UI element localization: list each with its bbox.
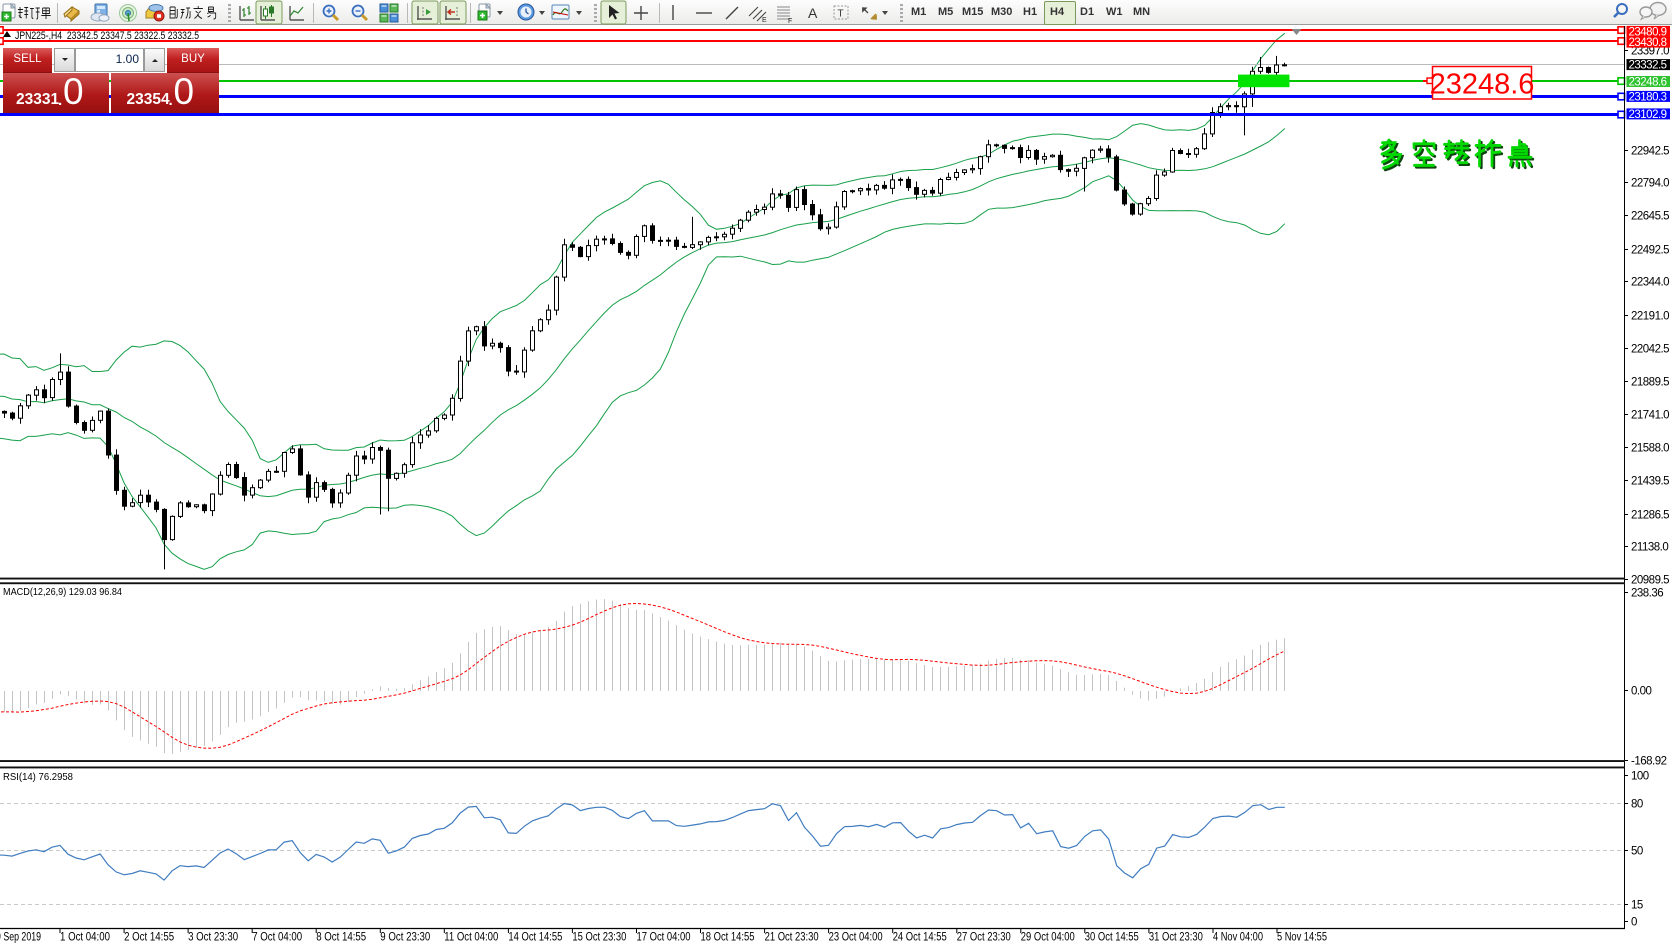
svg-text:23430.8: 23430.8: [1629, 37, 1667, 49]
svg-text:0: 0: [1631, 917, 1637, 929]
svg-text:21889.5: 21889.5: [1631, 377, 1669, 389]
svg-text:22042.5: 22042.5: [1631, 344, 1669, 356]
svg-text:30 Oct 14:55: 30 Oct 14:55: [1085, 932, 1139, 944]
svg-text:15 Oct 23:30: 15 Oct 23:30: [572, 932, 626, 944]
svg-text:RSI(14) 76.2958: RSI(14) 76.2958: [3, 771, 73, 783]
svg-text:22344.0: 22344.0: [1631, 277, 1669, 289]
svg-text:5 Nov 14:55: 5 Nov 14:55: [1277, 932, 1327, 944]
svg-text:23248.6: 23248.6: [1430, 69, 1535, 101]
svg-text:23180.3: 23180.3: [1629, 92, 1667, 104]
svg-text:27 Oct 23:30: 27 Oct 23:30: [957, 932, 1011, 944]
svg-text:23397.0: 23397.0: [1631, 46, 1669, 58]
svg-text:100: 100: [1631, 771, 1649, 783]
svg-text:18 Oct 14:55: 18 Oct 14:55: [701, 932, 755, 944]
svg-text:22191.0: 22191.0: [1631, 311, 1669, 323]
svg-text:22794.0: 22794.0: [1631, 178, 1669, 190]
svg-text:29 Oct 04:00: 29 Oct 04:00: [1021, 932, 1075, 944]
svg-text:21 Oct 23:30: 21 Oct 23:30: [765, 932, 819, 944]
svg-text:-168.92: -168.92: [1631, 756, 1667, 768]
svg-text:23248.6: 23248.6: [1629, 77, 1667, 89]
svg-text:8 Oct 14:55: 8 Oct 14:55: [316, 932, 366, 944]
svg-text:7 Oct 04:00: 7 Oct 04:00: [252, 932, 302, 944]
svg-text:50: 50: [1631, 846, 1643, 858]
svg-text:3 Oct 23:30: 3 Oct 23:30: [188, 932, 238, 944]
svg-text:0.00: 0.00: [1631, 686, 1651, 698]
svg-text:31 Oct 23:30: 31 Oct 23:30: [1149, 932, 1203, 944]
svg-text:24 Oct 14:55: 24 Oct 14:55: [893, 932, 947, 944]
svg-text:T: T: [838, 9, 844, 20]
svg-text:17 Oct 04:00: 17 Oct 04:00: [637, 932, 691, 944]
svg-text:1 Oct 04:00: 1 Oct 04:00: [60, 932, 110, 944]
svg-text:MACD(12,26,9) 129.03 96.84: MACD(12,26,9) 129.03 96.84: [3, 586, 122, 598]
svg-text:A: A: [808, 5, 818, 21]
svg-text:238.36: 238.36: [1631, 588, 1663, 600]
svg-text:21588.0: 21588.0: [1631, 443, 1669, 455]
svg-text:21439.5: 21439.5: [1631, 476, 1669, 488]
svg-text:23 Oct 04:00: 23 Oct 04:00: [829, 932, 883, 944]
svg-text:E: E: [762, 17, 767, 24]
svg-text:22492.5: 22492.5: [1631, 245, 1669, 257]
svg-text:11 Oct 04:00: 11 Oct 04:00: [444, 932, 498, 944]
svg-text:2 Oct 14:55: 2 Oct 14:55: [124, 932, 174, 944]
svg-text:15: 15: [1631, 900, 1643, 912]
svg-text:9 Oct 23:30: 9 Oct 23:30: [380, 932, 430, 944]
svg-text:21286.5: 21286.5: [1631, 510, 1669, 522]
svg-text:22645.5: 22645.5: [1631, 211, 1669, 223]
svg-text:21138.0: 21138.0: [1631, 542, 1668, 554]
svg-text:21741.0: 21741.0: [1631, 410, 1669, 422]
svg-text:22942.5: 22942.5: [1631, 146, 1669, 158]
svg-text:14 Oct 14:55: 14 Oct 14:55: [508, 932, 562, 944]
svg-text:20989.5: 20989.5: [1631, 575, 1669, 587]
svg-text:9 Sep 2019: 9 Sep 2019: [0, 932, 41, 944]
svg-text:4 Nov 04:00: 4 Nov 04:00: [1213, 932, 1263, 944]
svg-text:23480.9: 23480.9: [1629, 27, 1667, 39]
svg-text:JPN225-,H4 23342.5 23347.5 23: JPN225-,H4 23342.5 23347.5 23322.5 23332…: [15, 30, 199, 42]
svg-text:80: 80: [1631, 799, 1643, 811]
svg-text:F: F: [788, 18, 792, 25]
svg-text:23332.5: 23332.5: [1629, 60, 1667, 72]
svg-text:23102.9: 23102.9: [1629, 109, 1667, 121]
